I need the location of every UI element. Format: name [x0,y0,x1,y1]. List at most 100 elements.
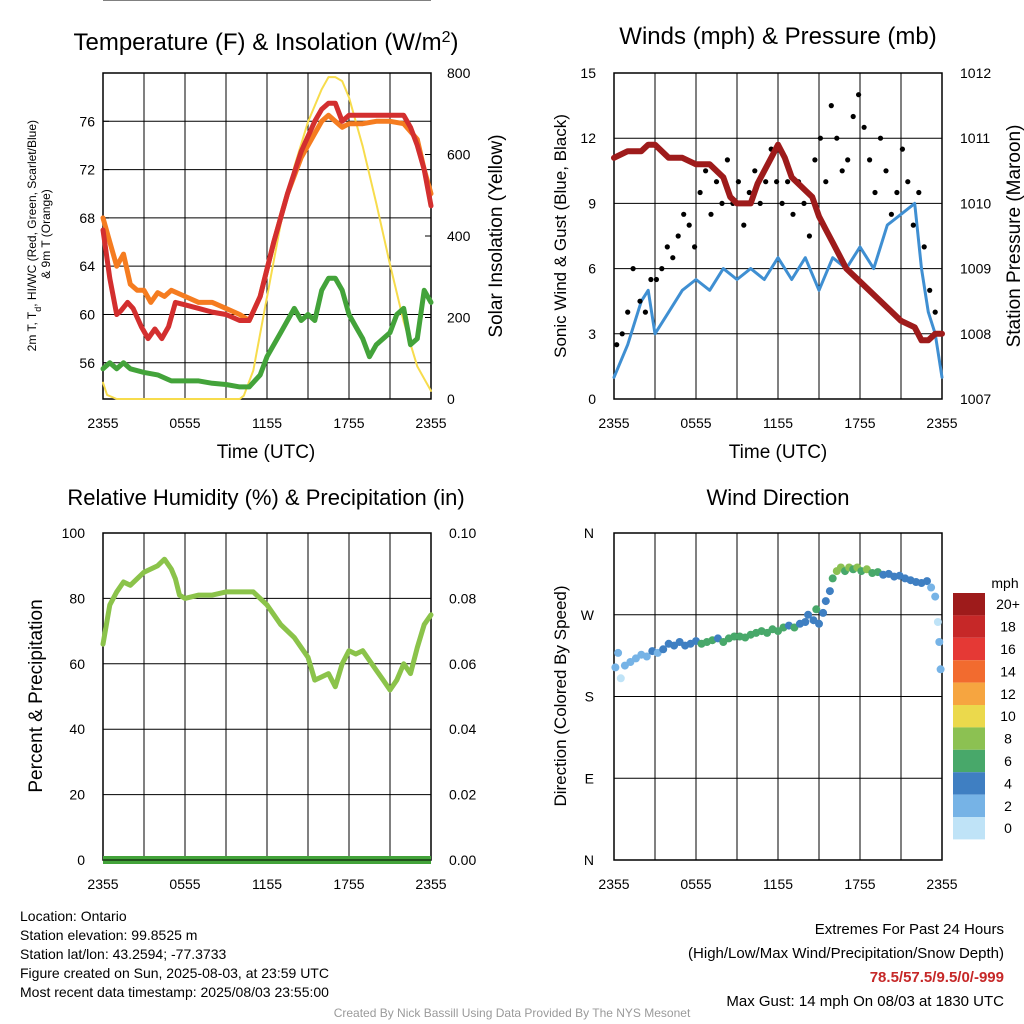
gust-point [757,200,763,206]
gust-point [642,309,649,315]
direction-point [812,605,821,614]
gust-point [872,189,878,196]
colorbar-label: 4 [1004,775,1012,791]
y-tick-label: 15 [580,65,596,81]
extremes-info: Extremes For Past 24 Hours (High/Low/Max… [688,918,1004,1014]
sonic-wind-line [612,201,944,379]
gust-point [801,200,807,206]
plot-frame [613,532,943,861]
gust-point [785,179,791,185]
gust-point [839,168,845,174]
x-tick-label: 1155 [252,415,282,431]
station-elevation: Station elevation: 99.8525 m [20,927,198,943]
y2-tick-label: 1009 [960,261,991,277]
x-tick-label: 0555 [680,415,711,431]
gust-point [763,179,769,185]
colorbar-swatch [953,593,985,616]
gust-point [681,211,687,217]
x-tick-label: 2355 [87,415,118,431]
colorbar-label: 14 [1000,663,1016,679]
colorbar-label: 18 [1000,619,1016,635]
x-tick-label: 2355 [87,876,118,892]
gust-point [713,179,720,185]
direction-point [933,618,942,626]
extremes-title: Extremes For Past 24 Hours [814,921,1004,938]
direction-point [659,645,668,654]
extremes-subtitle: (High/Low/Max Wind/Precipitation/Snow De… [688,945,1004,962]
gust-point [686,222,692,228]
temperature-ylabel: 2m T, Td, HI/WC (Red, Green, Scarlet/Blu… [25,117,53,352]
x-tick-label: 1155 [252,876,282,892]
x-tick-label: 2355 [926,415,957,431]
temperature-y2label: Solar Insolation (Yellow) [486,134,507,337]
temperature-title: Temperature (F) & Insolation (W/m2) [73,29,458,57]
y2-tick-label: 200 [447,310,471,326]
temp-2m-line [100,100,434,342]
y-tick-label: W [581,607,595,623]
direction-point [931,592,940,601]
wind-direction-title: Wind Direction [706,485,849,510]
wind-direction-ylabel: Direction (Colored By Speed) [551,585,570,806]
y-tick-label: 72 [79,162,95,178]
gust-point [619,331,625,337]
colorbar-label: 0 [1004,820,1012,836]
speed-colorbar: mph 20+ 18 16 14 12 10 8 6 4 2 0 [953,575,1020,840]
gust-point [877,135,884,141]
gust-point [806,233,813,239]
plot-frame [613,72,943,400]
plot-area-temperature: 2355 0555 1155 1755 2355 56 60 64 68 72 76 0 200 400 6… [79,0,471,431]
y-tick-label: 9 [588,195,596,211]
y-tick-label: N [584,852,594,868]
gust-point [703,168,709,174]
colorbar-swatch [953,817,985,840]
winds-panel: Winds (mph) & Pressure (mb) Time (UTC) S… [551,23,1024,463]
colorbar-label: 12 [1000,686,1016,702]
station-location: Location: Ontario [20,908,127,924]
colorbar-swatch [953,705,985,728]
gust-point [905,179,911,185]
gust-point [927,287,933,293]
y2-tick-label: 0.04 [449,721,476,737]
pressure-line [611,141,945,344]
colorbar-label: 6 [1004,753,1012,769]
gust-point [867,157,873,163]
y-tick-label: 56 [79,355,95,371]
y2-tick-label: 1007 [960,391,991,407]
gust-point [708,211,714,217]
y-tick-label: 76 [79,113,95,129]
x-tick-label: 0555 [169,415,200,431]
x-tick-label: 2355 [415,876,446,892]
gust-point [630,266,636,272]
gust-point [861,124,867,130]
colorbar-title: mph [991,575,1018,591]
x-tick-label: 1755 [333,415,364,431]
colorbar-swatch [953,794,985,817]
gust-point [899,146,906,152]
y2-tick-label: 400 [447,228,471,244]
y2-tick-label: 1010 [960,195,991,211]
gust-point [675,233,681,239]
gust-point [779,200,785,206]
gust-point [670,255,676,261]
gust-point [659,266,665,272]
gust-point [845,157,851,163]
gust-point [664,244,670,250]
dewpoint-line [100,275,434,390]
x-tick-label: 0555 [680,876,711,892]
x-tick-label: 0555 [169,876,200,892]
x-tick-label: 1755 [844,876,875,892]
direction-point [819,608,828,617]
x-tick-label: 1155 [763,876,793,892]
colorbar-swatch [953,727,985,750]
temperature-xlabel: Time (UTC) [217,442,316,463]
y-tick-label: 6 [588,261,596,277]
direction-point [935,638,944,646]
gust-point [614,342,620,348]
y2-tick-label: 1008 [960,326,991,342]
colorbar-swatch [953,660,985,683]
winds-ylabel: Sonic Wind & Gust (Blue, Black) [551,114,570,358]
gust-point [817,135,824,141]
y-tick-label: 60 [79,306,95,322]
colorbar-label: 10 [1000,708,1016,724]
colorbar-label: 2 [1004,798,1012,814]
